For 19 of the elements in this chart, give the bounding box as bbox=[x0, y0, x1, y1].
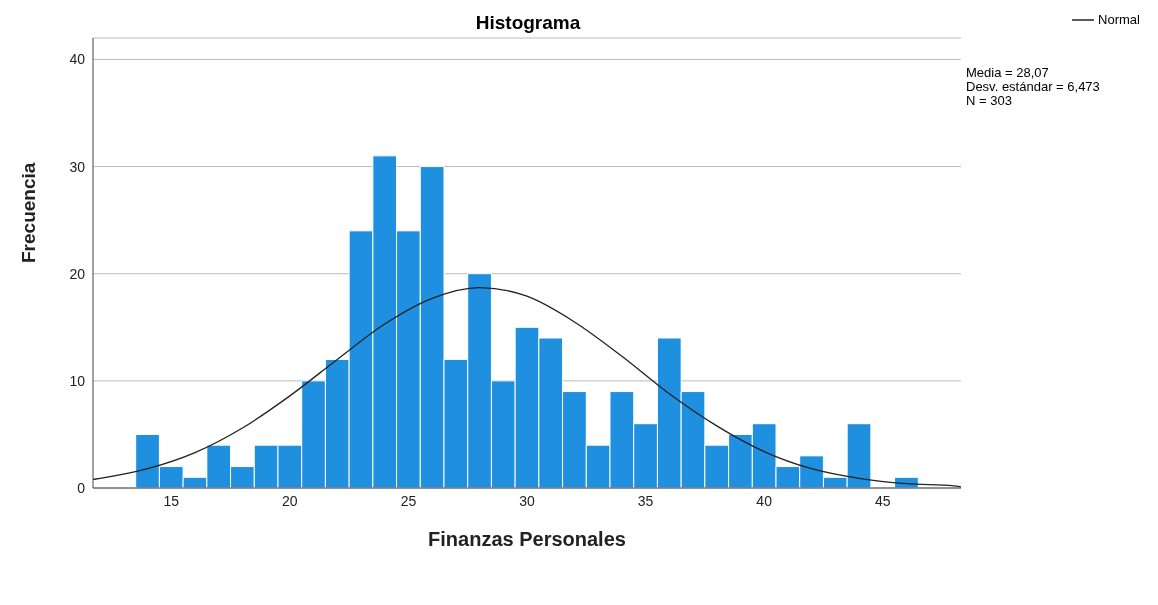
y-tick-label: 20 bbox=[69, 265, 86, 282]
legend-label: Normal bbox=[1098, 12, 1140, 27]
y-tick-label: 10 bbox=[69, 372, 86, 389]
x-tick-label: 40 bbox=[756, 492, 773, 509]
y-tick-label: 0 bbox=[77, 479, 86, 496]
text: Media = 28,07 bbox=[966, 65, 1050, 80]
x-tick-label: 20 bbox=[282, 492, 298, 509]
y-tick-label: 40 bbox=[69, 51, 86, 68]
x-tick-label: 25 bbox=[400, 492, 417, 509]
y-axis-title: Frecuencia bbox=[17, 162, 39, 263]
x-axis-title: Finanzas Personales bbox=[428, 528, 626, 550]
x-tick-label: 15 bbox=[163, 492, 180, 509]
x-tick-label: 30 bbox=[519, 492, 535, 509]
text: Desv. estándar = 6,473 bbox=[966, 79, 1100, 94]
text: N = 303 bbox=[966, 93, 1013, 108]
x-tick-label: 35 bbox=[637, 492, 654, 509]
y-tick-label: 30 bbox=[69, 158, 86, 175]
chart-title: Histograma bbox=[474, 12, 582, 34]
x-tick-label: 45 bbox=[874, 492, 891, 509]
